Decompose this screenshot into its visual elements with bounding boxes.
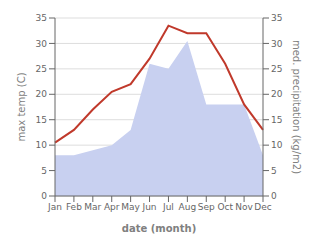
svg-text:20: 20 — [36, 89, 48, 99]
svg-text:30: 30 — [271, 39, 283, 49]
svg-text:May: May — [121, 202, 140, 212]
svg-text:10: 10 — [271, 140, 283, 150]
svg-text:15: 15 — [36, 115, 47, 125]
svg-text:Dec: Dec — [254, 202, 271, 212]
svg-text:Jun: Jun — [142, 202, 157, 212]
svg-text:Sep: Sep — [198, 202, 215, 212]
svg-text:0: 0 — [271, 191, 277, 201]
svg-text:Apr: Apr — [104, 202, 120, 212]
svg-text:Jan: Jan — [47, 202, 62, 212]
svg-text:5: 5 — [41, 166, 47, 176]
svg-text:Feb: Feb — [66, 202, 82, 212]
svg-text:25: 25 — [36, 64, 47, 74]
svg-text:Oct: Oct — [217, 202, 233, 212]
svg-text:Mar: Mar — [84, 202, 101, 212]
svg-text:10: 10 — [36, 140, 48, 150]
svg-text:35: 35 — [271, 13, 282, 23]
svg-text:15: 15 — [271, 115, 282, 125]
svg-text:max temp (C): max temp (C) — [16, 72, 27, 141]
svg-text:date (month): date (month) — [122, 223, 196, 234]
svg-text:Aug: Aug — [179, 202, 197, 212]
svg-text:5: 5 — [271, 166, 277, 176]
svg-text:25: 25 — [271, 64, 282, 74]
svg-text:0: 0 — [41, 191, 47, 201]
svg-text:20: 20 — [271, 89, 283, 99]
svg-text:med. precipitation (kg/m2): med. precipitation (kg/m2) — [291, 40, 302, 174]
svg-text:Nov: Nov — [235, 202, 253, 212]
svg-text:Jul: Jul — [162, 202, 174, 212]
svg-text:35: 35 — [36, 13, 47, 23]
svg-text:30: 30 — [36, 39, 48, 49]
